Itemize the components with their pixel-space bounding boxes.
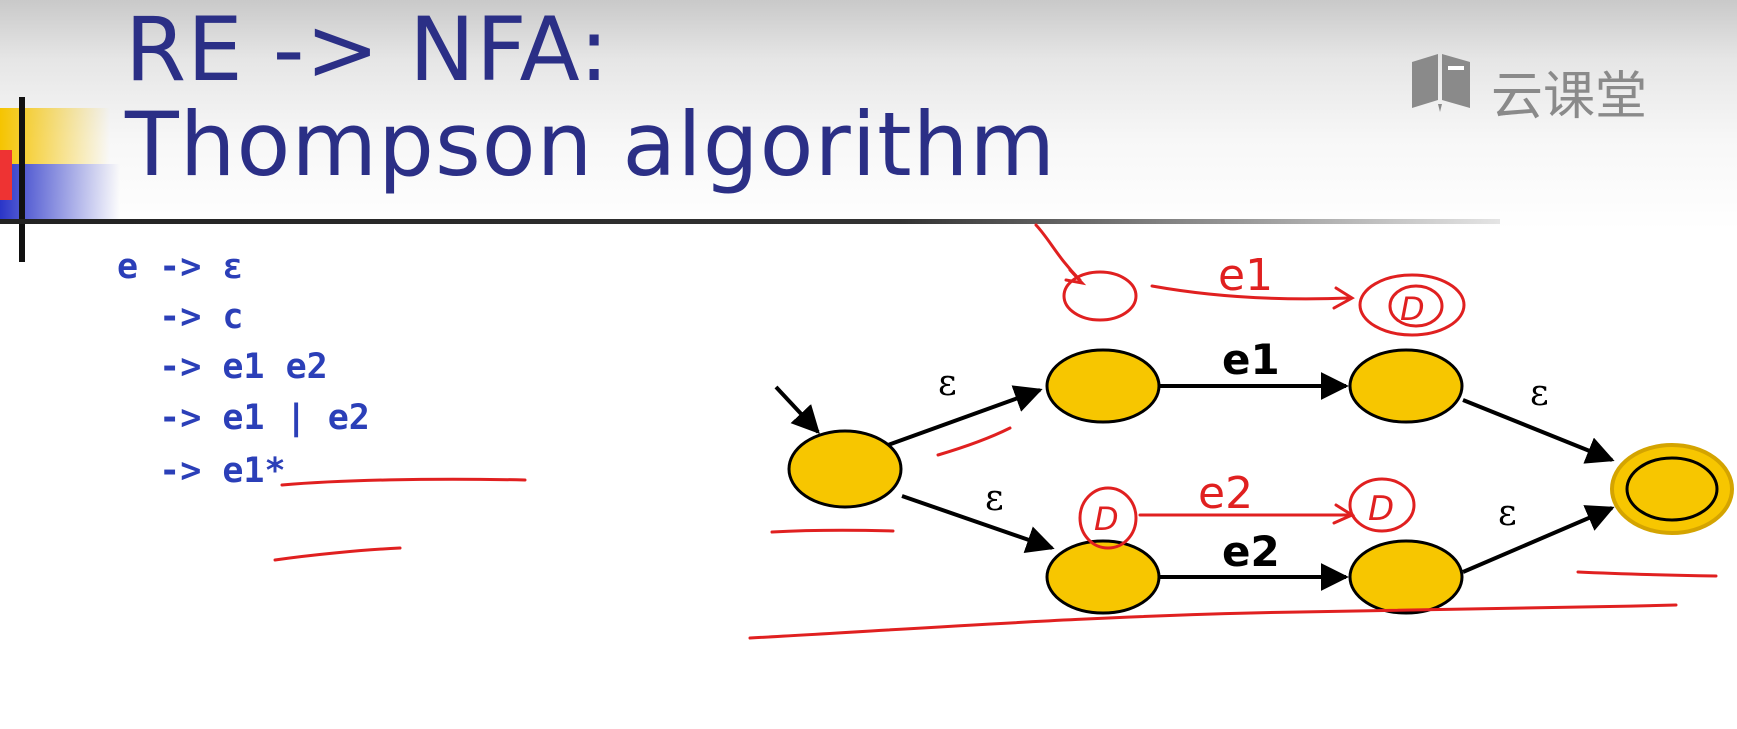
decor-yellow-block (0, 108, 110, 164)
handwritten-d2-mark: D (1368, 489, 1394, 529)
underline-start-node (770, 528, 895, 534)
sketch-node-b (1358, 273, 1466, 337)
edge-start-arrow (774, 385, 820, 435)
edge-label-top-final: ε (1530, 373, 1549, 414)
nfa-node-bottom-1 (1045, 539, 1161, 615)
accept-inner-ring (1625, 456, 1719, 522)
edge-label-start-bottom: ε (985, 478, 1004, 519)
watermark-text: 云课堂 (1491, 67, 1648, 127)
sketch-node-c (1078, 486, 1138, 550)
underline-star (273, 546, 402, 562)
edge-top-to-final (1462, 398, 1615, 464)
edge-bottom-to-final (1462, 505, 1615, 574)
edge-label-bottom-final: ε (1498, 493, 1517, 534)
underline-accept (1576, 570, 1718, 578)
sketch-node-d (1348, 477, 1416, 533)
decor-red-block (0, 150, 12, 200)
grammar-line: -> c (117, 297, 244, 337)
title-rule (0, 219, 1500, 224)
edge-start-to-bottom (901, 494, 1055, 553)
handwritten-d3-mark: D (1094, 500, 1119, 538)
handwritten-annotations (273, 223, 1718, 640)
edge-label-e2: e2 (1222, 527, 1280, 576)
nfa-node-accept (1610, 443, 1734, 535)
watermark-logo: 云课堂 (1408, 48, 1698, 127)
nfa-node-top-1 (1045, 348, 1161, 424)
nfa-node-start (787, 429, 903, 509)
edge-start-to-top (887, 385, 1043, 447)
grammar-line: -> e1* (117, 451, 286, 491)
sketch-node-a (1062, 270, 1138, 322)
book-icon (1412, 54, 1470, 112)
grammar-line: -> e1 | e2 (117, 398, 370, 438)
sketch-node-b-inner (1388, 284, 1444, 328)
sketch-arrow-e1 (1150, 284, 1352, 301)
grammar-line: -> e1 e2 (117, 347, 328, 387)
nfa-node-bottom-2 (1348, 539, 1464, 615)
underline-diagram (748, 603, 1678, 640)
handwritten-d1-mark: D (1400, 290, 1425, 328)
title-vertical-bar (19, 97, 25, 262)
underline-alternation (280, 477, 527, 487)
mark-start-edge (936, 426, 1012, 457)
slide-title-line-2: Thompson algorithm (125, 93, 1057, 196)
slide-title-line-1: RE -> NFA: (125, 0, 610, 101)
handwritten-e1: e1 (1218, 250, 1273, 301)
title-band (0, 0, 1737, 235)
edge-label-start-top: ε (938, 363, 957, 404)
edge-label-e1: e1 (1222, 335, 1280, 384)
sketch-arrowhead-e1 (1332, 286, 1355, 310)
grammar-line: e -> ε (117, 247, 244, 287)
nfa-node-top-2 (1348, 348, 1464, 424)
handwritten-e2: e2 (1198, 468, 1253, 519)
